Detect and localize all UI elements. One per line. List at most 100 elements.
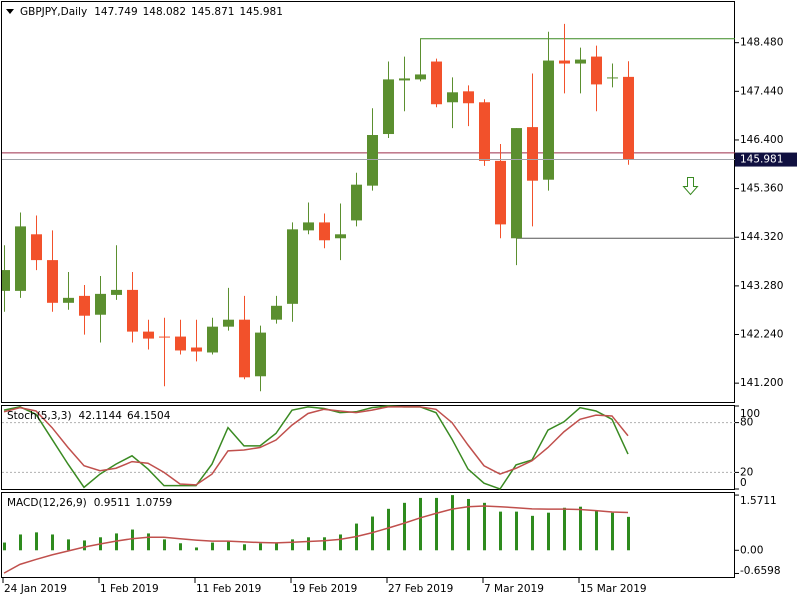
indicator-value: 148.082 — [143, 6, 186, 18]
macd-bar — [19, 534, 22, 551]
indicator-title: GBPJPY,Daily — [20, 6, 87, 18]
candle-body — [335, 234, 346, 239]
candle-body — [127, 289, 138, 332]
y-tick-label: 0.00 — [740, 544, 763, 556]
y-tick-label: 142.240 — [740, 329, 783, 341]
macd-bar — [611, 512, 614, 551]
macd-bar — [627, 516, 630, 551]
x-tick-label: 11 Feb 2019 — [196, 583, 261, 595]
sell-arrow — [682, 177, 699, 196]
macd-bar — [211, 542, 214, 551]
candle-body — [543, 60, 554, 180]
indicator-value: 145.981 — [239, 6, 282, 18]
macd-bar — [291, 539, 294, 551]
candle-body — [399, 78, 410, 81]
macd-bar — [403, 502, 406, 551]
y-tick-label: 0 — [740, 477, 747, 489]
candle-body — [207, 326, 218, 353]
candle-body — [255, 332, 266, 377]
y-tick-label: 80 — [740, 417, 753, 429]
x-tick-label: 1 Feb 2019 — [100, 583, 159, 595]
indicator-title: MACD(12,26,9) — [7, 497, 87, 509]
macd-bar — [67, 539, 70, 551]
macd-bar — [595, 510, 598, 551]
candle-body — [623, 76, 634, 160]
candle-body — [575, 59, 586, 64]
candle-body — [79, 295, 90, 316]
candle-body — [239, 319, 250, 378]
main-frame — [1, 1, 735, 403]
candle-body — [447, 92, 458, 103]
candle-body — [431, 61, 442, 105]
macd-bar — [243, 544, 246, 551]
y-tick-label: 143.280 — [740, 280, 783, 292]
macd-bar — [131, 529, 134, 551]
y-tick-label: 144.320 — [740, 231, 783, 243]
candle-body — [415, 74, 426, 80]
price-label: 145.981 — [740, 154, 783, 166]
candle-body — [351, 184, 362, 221]
indicator-title: Stoch(5,3,3) — [7, 410, 72, 422]
macd-bar — [451, 495, 454, 551]
candle-body — [479, 102, 490, 161]
y-tick-label: 141.200 — [740, 377, 783, 389]
candle-body — [319, 222, 330, 241]
candle-body — [527, 127, 538, 181]
indicator-value: 145.871 — [191, 6, 234, 18]
candle-body — [607, 77, 618, 79]
indicator-value: 42.1144 — [79, 410, 123, 422]
y-tick-label: 148.480 — [740, 37, 783, 49]
macd-bar — [547, 512, 550, 551]
candle-body — [223, 319, 234, 327]
candle-body — [511, 128, 522, 239]
macd-bar — [531, 515, 534, 551]
x-tick-label: 27 Feb 2019 — [388, 583, 453, 595]
x-tick-label: 15 Mar 2019 — [580, 583, 647, 595]
macd-bar — [275, 542, 278, 551]
indicator-value: 1.0759 — [136, 497, 173, 509]
y-tick-label: -0.6598 — [740, 565, 781, 577]
candle-body — [495, 160, 506, 225]
candle-body — [63, 297, 74, 303]
macd-bar — [227, 541, 230, 551]
y-tick-label: 20 — [740, 466, 753, 478]
indicator-value: 0.9511 — [94, 497, 131, 509]
macd-bar — [179, 543, 182, 551]
candle-body — [143, 331, 154, 339]
y-tick-label: 146.400 — [740, 134, 783, 146]
candle-body — [303, 222, 314, 231]
macd-bar — [83, 540, 86, 551]
candle-body — [591, 56, 602, 85]
macd-bar — [51, 534, 54, 551]
macd-bar — [419, 497, 422, 551]
candle-body — [159, 336, 170, 338]
indicator-value: 147.749 — [94, 6, 137, 18]
x-tick-label: 7 Mar 2019 — [484, 583, 544, 595]
macd-bar — [515, 511, 518, 551]
macd-bar — [3, 542, 6, 551]
y-tick-label: 1.5711 — [740, 495, 777, 507]
macd-bar — [483, 502, 486, 551]
dropdown-icon — [6, 9, 14, 14]
macd-bar — [35, 532, 38, 551]
macd-bar — [307, 537, 310, 551]
candle-body — [287, 229, 298, 304]
signal-line — [3, 505, 629, 574]
macd-bar — [579, 506, 582, 551]
y-tick-label: 100 — [740, 408, 760, 420]
macd-bar — [323, 537, 326, 551]
candle-body — [271, 305, 282, 320]
candle-body — [95, 293, 106, 315]
macd-frame — [1, 492, 735, 578]
macd-bar — [563, 507, 566, 551]
macd-bar — [371, 516, 374, 551]
macd-bar — [387, 508, 390, 551]
macd-bar — [499, 511, 502, 551]
candle-body — [15, 226, 26, 291]
macd-bar — [195, 547, 198, 551]
macd-bar — [339, 534, 342, 551]
y-tick-label: 147.440 — [740, 85, 783, 97]
